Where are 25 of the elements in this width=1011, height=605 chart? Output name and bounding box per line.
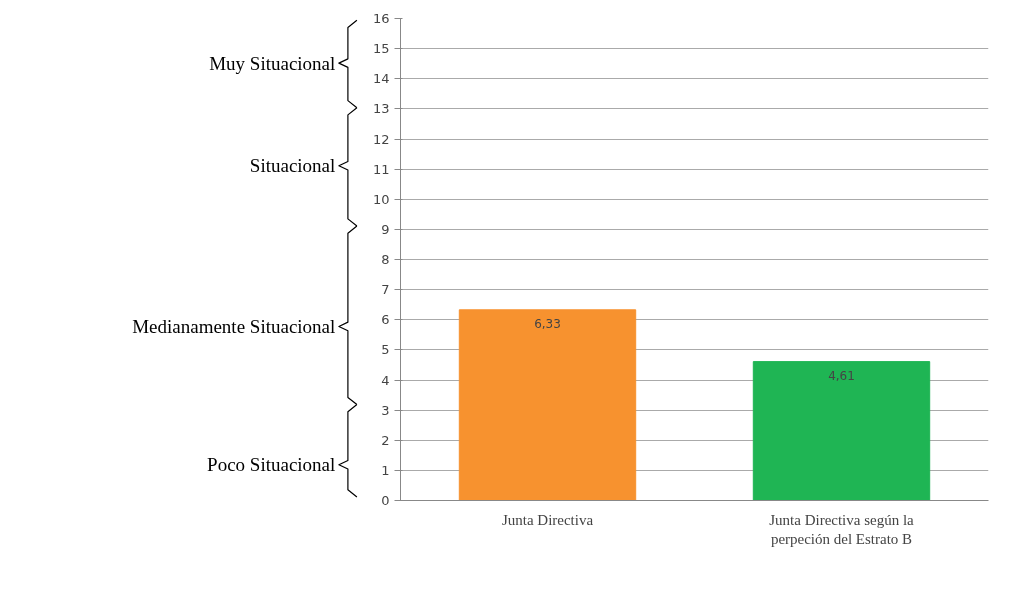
y-tick-label: 11: [372, 161, 390, 177]
text: Situacional: [249, 155, 336, 177]
data-label: 4,61: [828, 368, 855, 383]
y-tick-label: 13: [372, 101, 390, 117]
y-tick-label: 3: [381, 402, 390, 418]
y-tick-label: 12: [372, 131, 390, 147]
y-tick-label: 8: [381, 252, 390, 267]
x-tick-label: Junta Directiva según la perpeción del Estrato B: [769, 511, 915, 547]
y-tick-label: 16: [372, 11, 390, 26]
y-tick-label: 4: [381, 372, 390, 388]
y-tick-label: 15: [372, 41, 390, 57]
y-tick-label: 9: [381, 221, 390, 237]
y-tick-label: 14: [372, 71, 390, 87]
text: Muy Situacional: [209, 52, 336, 74]
y-tick-label: 10: [372, 191, 390, 207]
y-tick-label: 7: [381, 282, 390, 298]
y-tick-label: 1: [381, 462, 390, 478]
text: Poco Situacional: [207, 454, 336, 476]
y-tick-label: 5: [381, 342, 390, 358]
y-tick-label: 0: [381, 493, 390, 508]
y-tick-label: 6: [381, 312, 390, 328]
x-tick-label: Junta Directiva: [501, 511, 594, 528]
text: Medianamente Situacional: [132, 315, 336, 337]
data-label: 6,33: [534, 316, 561, 331]
y-tick-label: 2: [381, 432, 390, 448]
